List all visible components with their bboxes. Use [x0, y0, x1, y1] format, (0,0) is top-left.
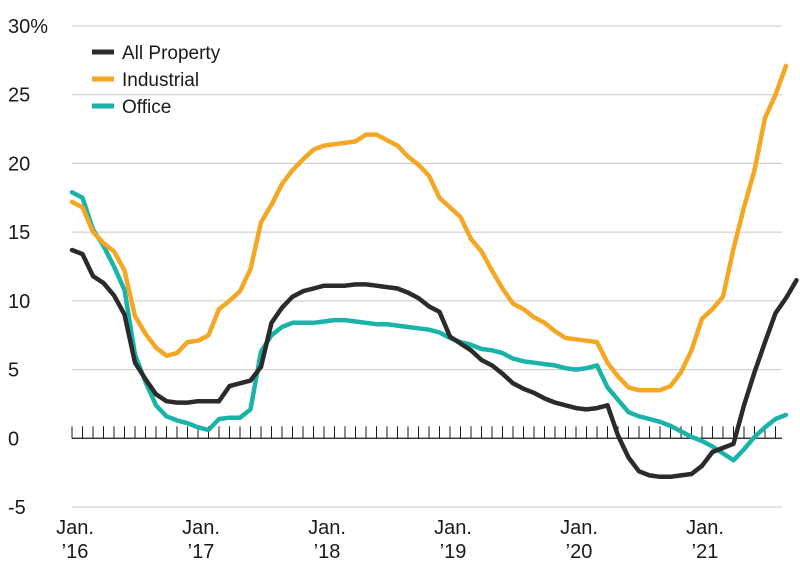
office-line: [69, 190, 789, 463]
x-tick-label: ’17: [188, 541, 215, 563]
x-tick-label: Jan.: [560, 517, 598, 539]
y-tick-label: 30%: [8, 16, 48, 38]
y-gridlines: [72, 25, 782, 508]
x-tick-label: Jan.: [308, 517, 346, 539]
x-axis-tick-labels: Jan.’16Jan.’17Jan.’18Jan.’19Jan.’20Jan.’…: [56, 517, 724, 563]
y-tick-label: 10: [8, 291, 30, 313]
x-tick-label: Jan.: [56, 517, 94, 539]
zero-line: [71, 426, 782, 439]
y-tick-label: -5: [8, 497, 26, 519]
x-tick-label: ’20: [566, 541, 593, 563]
x-tick-label: Jan.: [434, 517, 472, 539]
all-property-line: [69, 247, 799, 480]
x-tick-label: Jan.: [182, 517, 220, 539]
legend: All Property Industrial Office: [92, 43, 221, 118]
x-tick-label: ’16: [62, 541, 89, 563]
series-lines: [69, 63, 799, 480]
y-tick-label: 5: [8, 360, 19, 382]
x-tick-label: ’19: [440, 541, 467, 563]
y-tick-label: 0: [8, 428, 19, 450]
x-tick-label: ’21: [692, 541, 719, 563]
legend-label-industrial: Industrial: [122, 70, 199, 91]
y-tick-label: 20: [8, 153, 30, 175]
legend-label-office: Office: [122, 97, 171, 118]
y-tick-label: 15: [8, 222, 30, 244]
x-tick-label: ’18: [314, 541, 341, 563]
y-axis-tick-labels: 30% 25 20 15 10 5 0 -5: [8, 16, 48, 519]
industrial-line: [69, 63, 789, 393]
x-tick-label: Jan.: [686, 517, 724, 539]
legend-label-all-property: All Property: [122, 43, 221, 64]
y-tick-label: 25: [8, 85, 30, 107]
